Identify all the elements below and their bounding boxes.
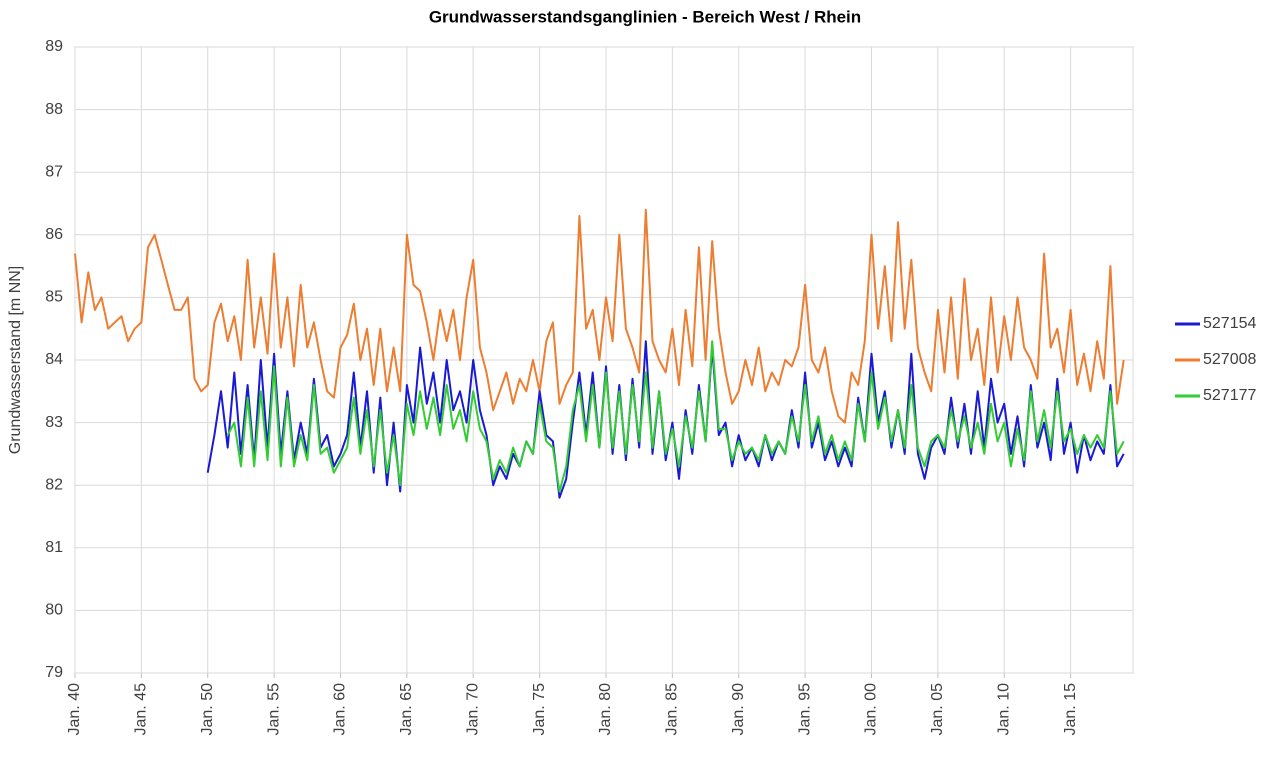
legend-label: 527177 <box>1203 387 1256 404</box>
x-tick-label: Jan. 65 <box>398 683 415 736</box>
x-tick-label: Jan. 15 <box>1062 683 1079 736</box>
y-tick-label: 86 <box>45 226 63 243</box>
x-tick-label: Jan. 80 <box>597 683 614 736</box>
x-tick-label: Jan. 45 <box>133 683 150 736</box>
x-tick-label: Jan. 05 <box>929 683 946 736</box>
chart-title: Grundwasserstandsganglinien - Bereich We… <box>429 7 861 26</box>
x-tick-label: Jan. 85 <box>664 683 681 736</box>
y-tick-label: 83 <box>45 414 63 431</box>
legend-label: 527154 <box>1203 315 1256 332</box>
x-tick-label: Jan. 10 <box>995 683 1012 736</box>
x-tick-label: Jan. 60 <box>332 683 349 736</box>
x-tick-label: Jan. 70 <box>464 683 481 736</box>
legend-label: 527008 <box>1203 351 1256 368</box>
y-tick-label: 84 <box>45 351 63 368</box>
x-tick-label: Jan. 40 <box>66 683 83 736</box>
series-line <box>226 340 1125 493</box>
y-tick-label: 81 <box>45 539 63 556</box>
y-tick-label: 80 <box>45 602 63 619</box>
y-tick-label: 89 <box>45 38 63 55</box>
y-tick-label: 85 <box>45 289 63 306</box>
plot-border <box>74 46 1134 674</box>
x-tick-label: Jan. 75 <box>531 683 548 736</box>
x-tick-label: Jan. 55 <box>265 683 282 736</box>
y-axis-title: Grundwasserstand [m NN] <box>7 266 24 455</box>
x-tick-label: Jan. 95 <box>796 683 813 736</box>
y-tick-label: 87 <box>45 163 63 180</box>
x-tick-label: Jan. 90 <box>730 683 747 736</box>
y-tick-label: 82 <box>45 476 63 493</box>
x-tick-label: Jan. 50 <box>199 683 216 736</box>
series-line <box>74 208 1125 424</box>
y-tick-label: 79 <box>45 664 63 681</box>
x-tick-label: Jan. 00 <box>863 683 880 736</box>
y-tick-label: 88 <box>45 101 63 118</box>
